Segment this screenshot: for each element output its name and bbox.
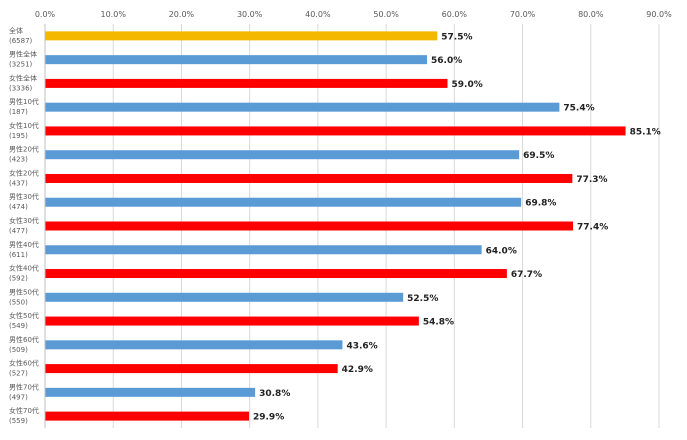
bar (45, 197, 522, 207)
category-label: 全体 (9, 26, 23, 35)
x-tick-label: 40.0% (305, 10, 331, 19)
x-tick-label: 70.0% (510, 10, 536, 19)
category-count-label: (509) (9, 346, 28, 354)
bar (45, 78, 448, 88)
bar-value-label: 69.8% (525, 199, 556, 209)
category-label: 女性40代 (9, 264, 39, 273)
category-count-label: (592) (9, 275, 28, 283)
bar (45, 387, 256, 397)
bar-value-label: 75.4% (563, 104, 594, 114)
category-label: 男性60代 (9, 335, 39, 344)
bar (45, 150, 520, 160)
bar-value-label: 69.5% (523, 151, 554, 161)
bar-value-label: 67.7% (511, 270, 542, 280)
bar (45, 411, 249, 421)
bar-value-label: 54.8% (423, 318, 454, 328)
category-count-label: (549) (9, 322, 28, 330)
category-count-label: (477) (9, 227, 28, 235)
bar-value-label: 64.0% (486, 246, 517, 256)
x-tick-label: 30.0% (237, 10, 263, 19)
category-label: 男性50代 (9, 287, 39, 296)
category-count-label: (3336) (9, 84, 33, 92)
bar (45, 102, 560, 112)
category-count-label: (474) (9, 203, 28, 211)
category-count-label: (195) (9, 132, 28, 140)
category-count-label: (6587) (9, 37, 33, 45)
bar-value-label: 43.6% (346, 341, 377, 351)
category-label: 男性20代 (9, 145, 39, 154)
category-label: 男性10代 (9, 97, 39, 106)
x-tick-label: 90.0% (646, 10, 672, 19)
category-count-label: (550) (9, 298, 28, 306)
bar-value-label: 56.0% (431, 56, 462, 66)
category-label: 男性70代 (9, 382, 39, 391)
bar (45, 269, 507, 279)
category-count-label: (527) (9, 370, 28, 378)
bar-value-label: 30.8% (259, 389, 290, 399)
category-label: 男性30代 (9, 192, 39, 201)
x-tick-label: 80.0% (578, 10, 604, 19)
bar (45, 292, 404, 302)
bar (45, 55, 428, 65)
bar-value-label: 42.9% (342, 365, 373, 375)
category-count-label: (559) (9, 417, 28, 425)
category-count-label: (3251) (9, 61, 33, 69)
category-count-label: (187) (9, 108, 28, 116)
bar-value-label: 77.4% (577, 223, 608, 233)
category-label: 女性全体 (9, 73, 37, 82)
bar (45, 340, 343, 350)
x-tick-label: 10.0% (101, 10, 127, 19)
bar (45, 245, 482, 255)
category-label: 女性10代 (9, 121, 39, 130)
category-count-label: (437) (9, 179, 28, 187)
bar-value-label: 77.3% (576, 175, 607, 185)
category-label: 男性全体 (9, 50, 37, 59)
category-label: 女性50代 (9, 311, 39, 320)
bar-value-label: 59.0% (452, 80, 483, 90)
category-count-label: (497) (9, 393, 28, 401)
bar (45, 364, 338, 374)
bar-value-label: 29.9% (253, 413, 284, 423)
category-count-label: (611) (9, 251, 28, 259)
bar (45, 126, 626, 136)
category-label: 女性60代 (9, 359, 39, 368)
x-tick-label: 60.0% (442, 10, 468, 19)
bar-value-label: 85.1% (630, 127, 661, 137)
bar (45, 31, 438, 41)
x-tick-label: 0.0% (35, 10, 56, 19)
bar-value-label: 57.5% (441, 32, 472, 42)
bar (45, 316, 419, 326)
bar-value-label: 52.5% (407, 294, 438, 304)
category-label: 男性40代 (9, 240, 39, 249)
category-label: 女性30代 (9, 216, 39, 225)
category-label: 女性70代 (9, 406, 39, 415)
category-count-label: (423) (9, 156, 28, 164)
x-tick-label: 50.0% (373, 10, 399, 19)
bar (45, 173, 573, 183)
category-label: 女性20代 (9, 168, 39, 177)
bar (45, 221, 574, 231)
x-tick-label: 20.0% (169, 10, 195, 19)
